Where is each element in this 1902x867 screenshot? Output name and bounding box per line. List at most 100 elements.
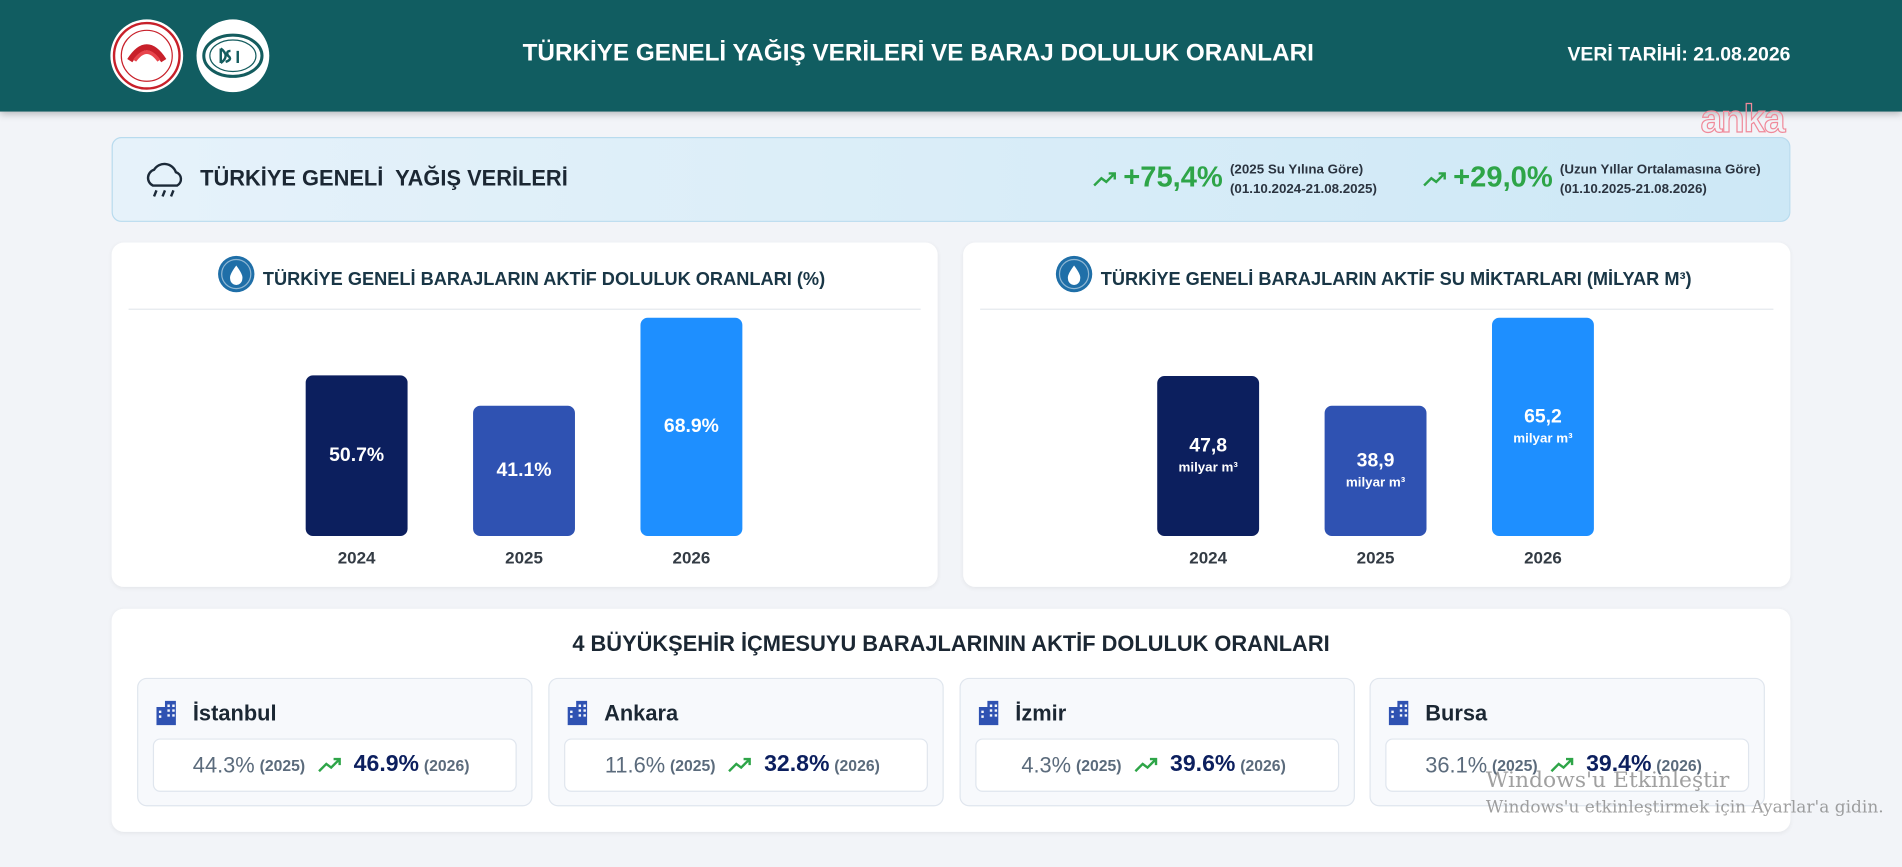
- stat-period: (01.10.2025-21.08.2026): [1559, 181, 1707, 197]
- city-card: Bursa 36.1% (2025) 39.4% (2026): [1369, 677, 1765, 807]
- bar: [1492, 317, 1594, 536]
- building-icon: [567, 700, 588, 726]
- x-tick-label: 2025: [505, 548, 543, 567]
- stat-note: (Uzun Yıllar Ortalamasına Göre): [1559, 162, 1761, 178]
- trend-path: [317, 757, 341, 773]
- x-tick-label: 2025: [1357, 548, 1395, 567]
- city-values: 4.3% (2025) 39.6% (2026): [975, 738, 1340, 792]
- building-shape: [1388, 700, 1409, 726]
- bar-unit-label: milyar m³: [1179, 460, 1239, 475]
- building-shape: [567, 700, 588, 726]
- bar: [1324, 405, 1427, 536]
- x-tick-label: 2026: [673, 548, 711, 567]
- trend-icon: [1093, 172, 1116, 187]
- value-2026: 39.4%: [1586, 751, 1652, 778]
- building-icon: [1388, 700, 1409, 726]
- stat-note-group: (2025 Su Yılına Göre) (01.10.2024-21.08.2…: [1230, 160, 1377, 199]
- chart: TÜRKİYE GENELİ BARAJLARIN AKTİF SU MİKTA…: [980, 255, 1774, 567]
- chart-title: TÜRKİYE GENELİ BARAJLARIN AKTİF DOLULUK …: [263, 269, 825, 289]
- stat-value: +29,0%: [1453, 161, 1553, 195]
- city-card: Ankara 11.6% (2025) 32.8% (2026): [548, 677, 944, 807]
- value-2025: 36.1%: [1425, 752, 1488, 777]
- bar: [1157, 375, 1260, 536]
- dsi-logo: [196, 19, 270, 93]
- chart-title: TÜRKİYE GENELİ BARAJLARIN AKTİF SU MİKTA…: [1101, 269, 1692, 289]
- city-name: Bursa: [1425, 700, 1488, 726]
- value-2025: 11.6%: [604, 752, 666, 777]
- cities-panel: 4 BÜYÜKŞEHİR İÇMESUYU BARAJLARININ AKTİF…: [111, 608, 1791, 832]
- trend-icon: [317, 757, 341, 773]
- chart-panel: TÜRKİYE GENELİ BARAJLARIN AKTİF DOLULUK …: [111, 242, 938, 587]
- trend-icon: [1134, 757, 1157, 773]
- year-2026: (2026): [1656, 756, 1702, 775]
- city-values: 11.6% (2025) 32.8% (2026): [564, 738, 928, 792]
- city-name: İzmir: [1015, 700, 1067, 726]
- value-2026: 32.8%: [764, 751, 830, 778]
- bar-value-label: 50.7%: [329, 444, 384, 466]
- stat-period: (01.10.2024-21.08.2025): [1229, 181, 1377, 197]
- trend-path: [1093, 172, 1116, 187]
- drop-icon-ring: [1058, 258, 1090, 290]
- year-2025: (2025): [669, 756, 716, 775]
- value-2026: 39.6%: [1170, 751, 1236, 778]
- city-card: İstanbul 44.3% (2025) 46.9% (2026): [137, 677, 533, 807]
- building-icon: [156, 700, 176, 726]
- ministry-logo: [110, 19, 184, 93]
- watermark: anka: [1700, 96, 1786, 141]
- bar-value-label: 68.9%: [664, 415, 719, 437]
- drop-icon: [230, 265, 243, 285]
- trend-path: [1550, 757, 1573, 773]
- rainfall-banner: TÜRKİYE GENELİ YAĞIŞ VERİLERİ +75,4% (202…: [111, 137, 1791, 222]
- year-2026: (2026): [1240, 756, 1286, 775]
- trend-icon: [728, 757, 751, 773]
- bar: [305, 375, 408, 536]
- stat-note: (2025 Su Yılına Göre): [1229, 162, 1364, 178]
- os-notice-text: Windows'u etkinleştirmek için Ayarlar'a …: [1485, 797, 1884, 818]
- chart-panel: TÜRKİYE GENELİ BARAJLARIN AKTİF SU MİKTA…: [963, 242, 1791, 587]
- stat-note-group: (Uzun Yıllar Ortalamasına Göre) (01.10.20…: [1560, 160, 1761, 199]
- bar-value-label: 38,9: [1357, 449, 1395, 471]
- drop-icon-ring: [221, 258, 252, 290]
- building-icon: [978, 700, 999, 726]
- bar-unit-label: milyar m³: [1346, 475, 1406, 490]
- page-title: TÜRKİYE GENELİ YAĞIŞ VERİLERİ VE BARAJ D…: [522, 40, 1314, 67]
- cities-title: 4 BÜYÜKŞEHİR İÇMESUYU BARAJLARININ AKTİF…: [572, 631, 1330, 657]
- value-2025: 44.3%: [192, 752, 255, 777]
- x-tick-label: 2026: [1524, 548, 1562, 567]
- bar-value-label: 41.1%: [497, 459, 552, 481]
- chart: TÜRKİYE GENELİ BARAJLARIN AKTİF DOLULUK …: [128, 255, 921, 567]
- trend-icon: [1550, 757, 1573, 773]
- cloud-icon: [146, 162, 183, 197]
- trend-path: [728, 757, 751, 773]
- os-notice-title: Windows'u Etkinleştir: [1485, 767, 1730, 794]
- city-name: Ankara: [604, 700, 679, 726]
- trend-icon: [1423, 172, 1446, 187]
- trend-path: [1423, 172, 1446, 187]
- city-card: İzmir 4.3% (2025) 39.6% (2026): [959, 677, 1355, 807]
- stat-value: +75,4%: [1123, 161, 1223, 195]
- bar-unit-label: milyar m³: [1513, 430, 1573, 445]
- header: TÜRKİYE GENELİ YAĞIŞ VERİLERİ VE BARAJ D…: [0, 0, 1902, 112]
- value-2026: 46.9%: [353, 751, 420, 778]
- bar-value-label: 47,8: [1189, 434, 1227, 456]
- year-2025: (2025): [259, 756, 306, 775]
- building-shape: [978, 700, 999, 726]
- x-tick-label: 2024: [1189, 548, 1227, 567]
- bar: [473, 405, 575, 536]
- city-name: İstanbul: [192, 700, 277, 726]
- data-date: VERİ TARİHİ: 21.08.2026: [1567, 44, 1791, 66]
- year-2025: (2025): [1075, 756, 1122, 775]
- trend-path: [1134, 757, 1157, 773]
- bar-value-label: 65,2: [1524, 405, 1562, 427]
- drop-icon: [1067, 265, 1081, 285]
- os-notice: Windows'u Etkinleştir Windows'u etkinleş…: [1486, 768, 1884, 818]
- city-values: 44.3% (2025) 46.9% (2026): [152, 738, 517, 792]
- building-shape: [156, 700, 176, 726]
- city-values: 36.1% (2025) 39.4% (2026): [1385, 738, 1750, 792]
- year-2026: (2026): [423, 756, 470, 775]
- value-2025: 4.3%: [1021, 752, 1072, 777]
- year-2025: (2025): [1492, 756, 1538, 775]
- x-tick-label: 2024: [338, 548, 376, 567]
